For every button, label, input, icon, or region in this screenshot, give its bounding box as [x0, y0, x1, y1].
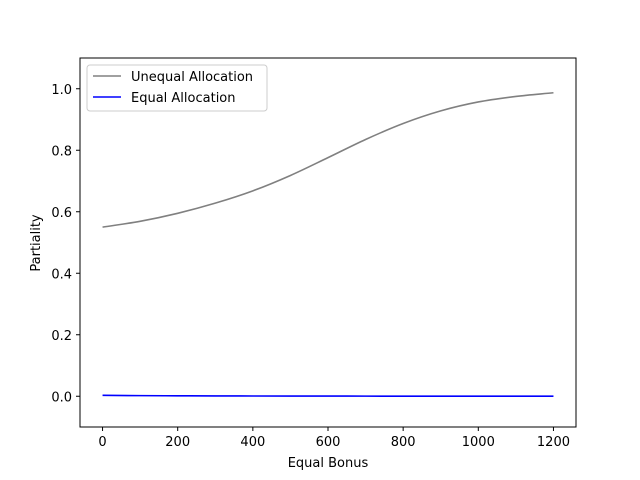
- x-tick-label: 1200: [537, 435, 570, 450]
- y-axis-label: Partiality: [29, 214, 44, 272]
- y-tick-label: 0.6: [51, 206, 72, 221]
- x-tick-label: 800: [391, 435, 416, 450]
- y-tick-label: 0.0: [51, 390, 72, 405]
- plot-frame: [79, 57, 577, 428]
- legend-label: Unequal Allocation: [131, 70, 253, 85]
- x-tick-label: 600: [316, 435, 341, 450]
- y-tick-label: 1.0: [51, 83, 72, 98]
- y-axis-ticks: 0.0 0.2 0.4 0.6 0.8 1.0: [51, 83, 80, 405]
- x-tick-label: 0: [98, 435, 106, 450]
- x-axis-label: Equal Bonus: [288, 456, 369, 471]
- series-layer: [102, 91, 554, 397]
- legend-label: Equal Allocation: [131, 91, 236, 106]
- series-line-unequal-allocation: [102, 91, 554, 228]
- y-tick-label: 0.2: [51, 329, 72, 344]
- legend-box: [86, 64, 268, 112]
- y-tick-label: 0.4: [51, 267, 72, 282]
- y-tick-label: 0.8: [51, 144, 72, 159]
- x-tick-label: 400: [240, 435, 265, 450]
- plot-area: [79, 57, 577, 428]
- x-tick-label: 1000: [462, 435, 495, 450]
- legend: Unequal Allocation Equal Allocation: [86, 64, 268, 112]
- series-line-equal-allocation: [102, 394, 554, 397]
- x-tick-label: 200: [165, 435, 190, 450]
- x-axis-ticks: 0 200 400 600 800 1000 1200: [98, 427, 570, 450]
